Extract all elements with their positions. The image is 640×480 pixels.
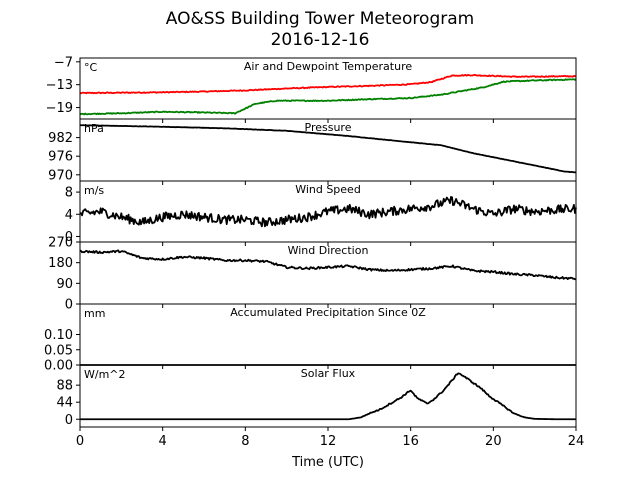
panel-title-temp: Air and Dewpoint Temperature [244,60,412,73]
y-tick-label-pressure: 970 [48,168,73,183]
panel-title-wind_speed: Wind Speed [295,183,361,196]
y-tick-label-temp: −7 [54,55,73,70]
y-tick-label-precip: 0.00 [44,359,73,374]
series-line-wind_dir-0 [79,249,577,281]
x-axis-label: Time (UTC) [291,455,364,470]
y-tick-label-wind_dir: 90 [56,277,73,292]
y-tick-label-pressure: 982 [48,131,73,146]
panel-title-precip: Accumulated Precipitation Since 0Z [230,306,426,319]
y-tick-label-wind_speed: 4 [65,208,73,223]
series-line-temp-1 [79,78,577,116]
series-line-wind_speed-0 [79,196,577,228]
panel-unit-precip: mm [84,307,105,320]
panel-wind_dir: 270 180 90 0 Wind Direction [48,236,577,313]
y-tick-label-wind_dir: 180 [48,256,73,271]
y-tick-label-solar: 44 [56,396,73,411]
panel-unit-temp: °C [84,61,98,74]
series-line-solar-0 [80,372,576,421]
y-tick-label-solar: 0 [65,413,73,428]
x-tick-label: 0 [76,434,84,449]
y-tick-label-temp: −13 [46,78,73,93]
panel-title-wind_dir: Wind Direction [288,244,369,257]
panel-precip: 0.100.050.00 Accumulated Precipitation Si… [44,303,577,374]
panel-title-pressure: Pressure [305,121,352,134]
y-tick-label-solar: 88 [56,379,73,394]
x-axis: 0 4 8 12 16 20 24 [76,434,584,449]
panel-temp: −7 −13 −19 Air and Dewpoint Temperature °C [46,55,577,123]
y-tick-label-precip: 0.05 [44,343,73,358]
y-tick-label-temp: −19 [46,101,73,116]
y-tick-label-wind_speed: 0 [65,230,73,245]
chart-title: AO&SS Building Tower Meteorogram [166,9,474,29]
panel-unit-solar: W/m^2 [84,368,126,381]
panel-pressure: 982 976 970 Pressure hPa [48,118,577,185]
y-tick-label-wind_speed: 8 [65,186,73,201]
x-tick-label: 16 [402,434,419,449]
x-tick-label: 20 [485,434,502,449]
x-tick-label: 4 [159,434,167,449]
y-tick-label-wind_dir: 0 [65,298,73,313]
chart-subtitle: 2016-12-16 [271,30,370,50]
panel-title-solar: Solar Flux [301,367,356,380]
x-tick-label: 8 [241,434,249,449]
panel-unit-wind_speed: m/s [84,184,104,197]
series-line-temp-0 [79,73,577,95]
y-tick-label-pressure: 976 [48,150,73,165]
panels-group: −7 −13 −19 Air and Dewpoint Temperature °C 98… [44,55,577,431]
series-line-pressure-0 [79,124,577,174]
x-tick-label: 12 [320,434,337,449]
y-tick-label-precip: 0.10 [44,328,73,343]
y-tick-label-wind_dir: 270 [48,236,73,251]
panel-wind_speed: 8 4 0 Wind Speed m/s [65,180,577,246]
panel-solar: 88 44 0 Solar Flux W/m^2 [56,364,577,431]
panel-unit-pressure: hPa [84,122,104,135]
x-tick-label: 24 [568,434,585,449]
